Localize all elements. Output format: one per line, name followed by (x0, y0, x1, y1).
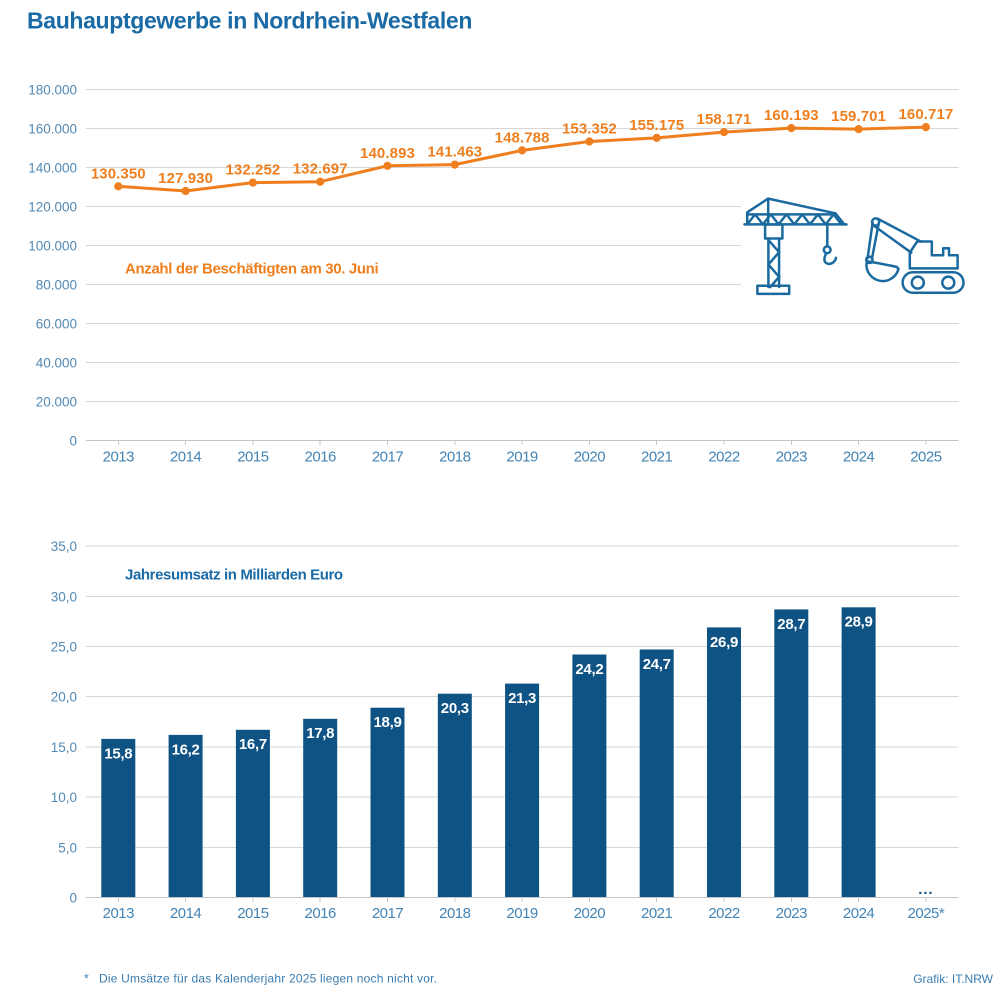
svg-text:140.000: 140.000 (28, 161, 77, 176)
svg-text:17,8: 17,8 (306, 725, 334, 742)
svg-text:20,0: 20,0 (51, 690, 77, 705)
svg-text:2025: 2025 (910, 449, 942, 466)
svg-text:Jahresumsatz in Milliarden Eur: Jahresumsatz in Milliarden Euro (125, 566, 343, 583)
svg-text:2023: 2023 (776, 449, 808, 466)
svg-text:160.717: 160.717 (898, 106, 953, 123)
svg-text:2013: 2013 (103, 449, 135, 466)
svg-text:140.893: 140.893 (360, 145, 415, 162)
svg-text:2016: 2016 (305, 449, 337, 466)
svg-text:10,0: 10,0 (51, 790, 77, 805)
svg-text:0: 0 (69, 891, 77, 906)
svg-text:Anzahl der Beschäftigten am 30: Anzahl der Beschäftigten am 30. Juni (125, 260, 378, 277)
svg-text:2023: 2023 (776, 905, 808, 922)
svg-text:153.352: 153.352 (562, 121, 617, 138)
svg-text:180.000: 180.000 (28, 83, 77, 98)
svg-text:40.000: 40.000 (36, 356, 77, 371)
svg-text:2024: 2024 (843, 449, 875, 466)
svg-text:2024: 2024 (843, 905, 875, 922)
svg-text:2018: 2018 (439, 449, 471, 466)
svg-text:*: * (84, 971, 89, 985)
svg-text:2021: 2021 (641, 449, 673, 466)
svg-text:26,9: 26,9 (710, 634, 738, 651)
svg-text:2017: 2017 (372, 449, 404, 466)
svg-text:130.350: 130.350 (91, 165, 146, 182)
svg-text:2016: 2016 (305, 905, 337, 922)
svg-text:80.000: 80.000 (36, 278, 77, 293)
svg-text:141.463: 141.463 (427, 144, 482, 161)
svg-text:2025*: 2025* (908, 905, 945, 922)
svg-text:5,0: 5,0 (58, 841, 77, 856)
svg-text:132.252: 132.252 (225, 162, 280, 179)
svg-text:30,0: 30,0 (51, 590, 77, 605)
svg-text:2014: 2014 (170, 905, 202, 922)
svg-text:2017: 2017 (372, 905, 404, 922)
svg-text:16,2: 16,2 (172, 741, 200, 758)
svg-text:0: 0 (69, 434, 77, 449)
svg-text:35,0: 35,0 (51, 539, 77, 554)
svg-text:24,2: 24,2 (575, 661, 603, 678)
svg-text:2022: 2022 (708, 905, 740, 922)
svg-text:2022: 2022 (708, 449, 740, 466)
svg-text:2019: 2019 (506, 449, 538, 466)
svg-text:15,8: 15,8 (104, 745, 132, 762)
svg-text:18,9: 18,9 (374, 714, 402, 731)
svg-text:2020: 2020 (574, 449, 606, 466)
svg-text:Grafik: IT.NRW: Grafik: IT.NRW (913, 972, 993, 986)
svg-text:28,7: 28,7 (777, 616, 805, 633)
svg-text:100.000: 100.000 (28, 239, 77, 254)
svg-text:...: ... (918, 881, 933, 898)
svg-text:159.701: 159.701 (831, 108, 886, 125)
svg-text:2015: 2015 (237, 905, 269, 922)
svg-text:Die Umsätze für das Kalenderja: Die Umsätze für das Kalenderjahr 2025 li… (99, 971, 437, 985)
svg-text:132.697: 132.697 (293, 161, 348, 178)
svg-text:148.788: 148.788 (495, 129, 550, 146)
svg-text:2021: 2021 (641, 905, 673, 922)
svg-text:160.000: 160.000 (28, 122, 77, 137)
svg-text:158.171: 158.171 (697, 111, 752, 128)
svg-text:20,3: 20,3 (441, 700, 469, 717)
svg-text:155.175: 155.175 (629, 117, 684, 134)
svg-text:60.000: 60.000 (36, 317, 77, 332)
svg-text:25,0: 25,0 (51, 640, 77, 655)
svg-text:Bauhauptgewerbe in Nordrhein-W: Bauhauptgewerbe in Nordrhein-Westfalen (27, 7, 472, 33)
svg-text:20.000: 20.000 (36, 395, 77, 410)
svg-text:2013: 2013 (103, 905, 135, 922)
svg-text:2018: 2018 (439, 905, 471, 922)
svg-text:28,9: 28,9 (845, 614, 873, 631)
svg-text:24,7: 24,7 (643, 656, 671, 673)
svg-text:16,7: 16,7 (239, 736, 267, 753)
svg-text:2014: 2014 (170, 449, 202, 466)
svg-text:127.930: 127.930 (158, 170, 213, 187)
svg-text:2019: 2019 (506, 905, 538, 922)
svg-text:2015: 2015 (237, 449, 269, 466)
svg-text:160.193: 160.193 (764, 107, 819, 124)
svg-text:15,0: 15,0 (51, 740, 77, 755)
svg-text:21,3: 21,3 (508, 690, 536, 707)
svg-text:120.000: 120.000 (28, 200, 77, 215)
svg-text:2020: 2020 (574, 905, 606, 922)
